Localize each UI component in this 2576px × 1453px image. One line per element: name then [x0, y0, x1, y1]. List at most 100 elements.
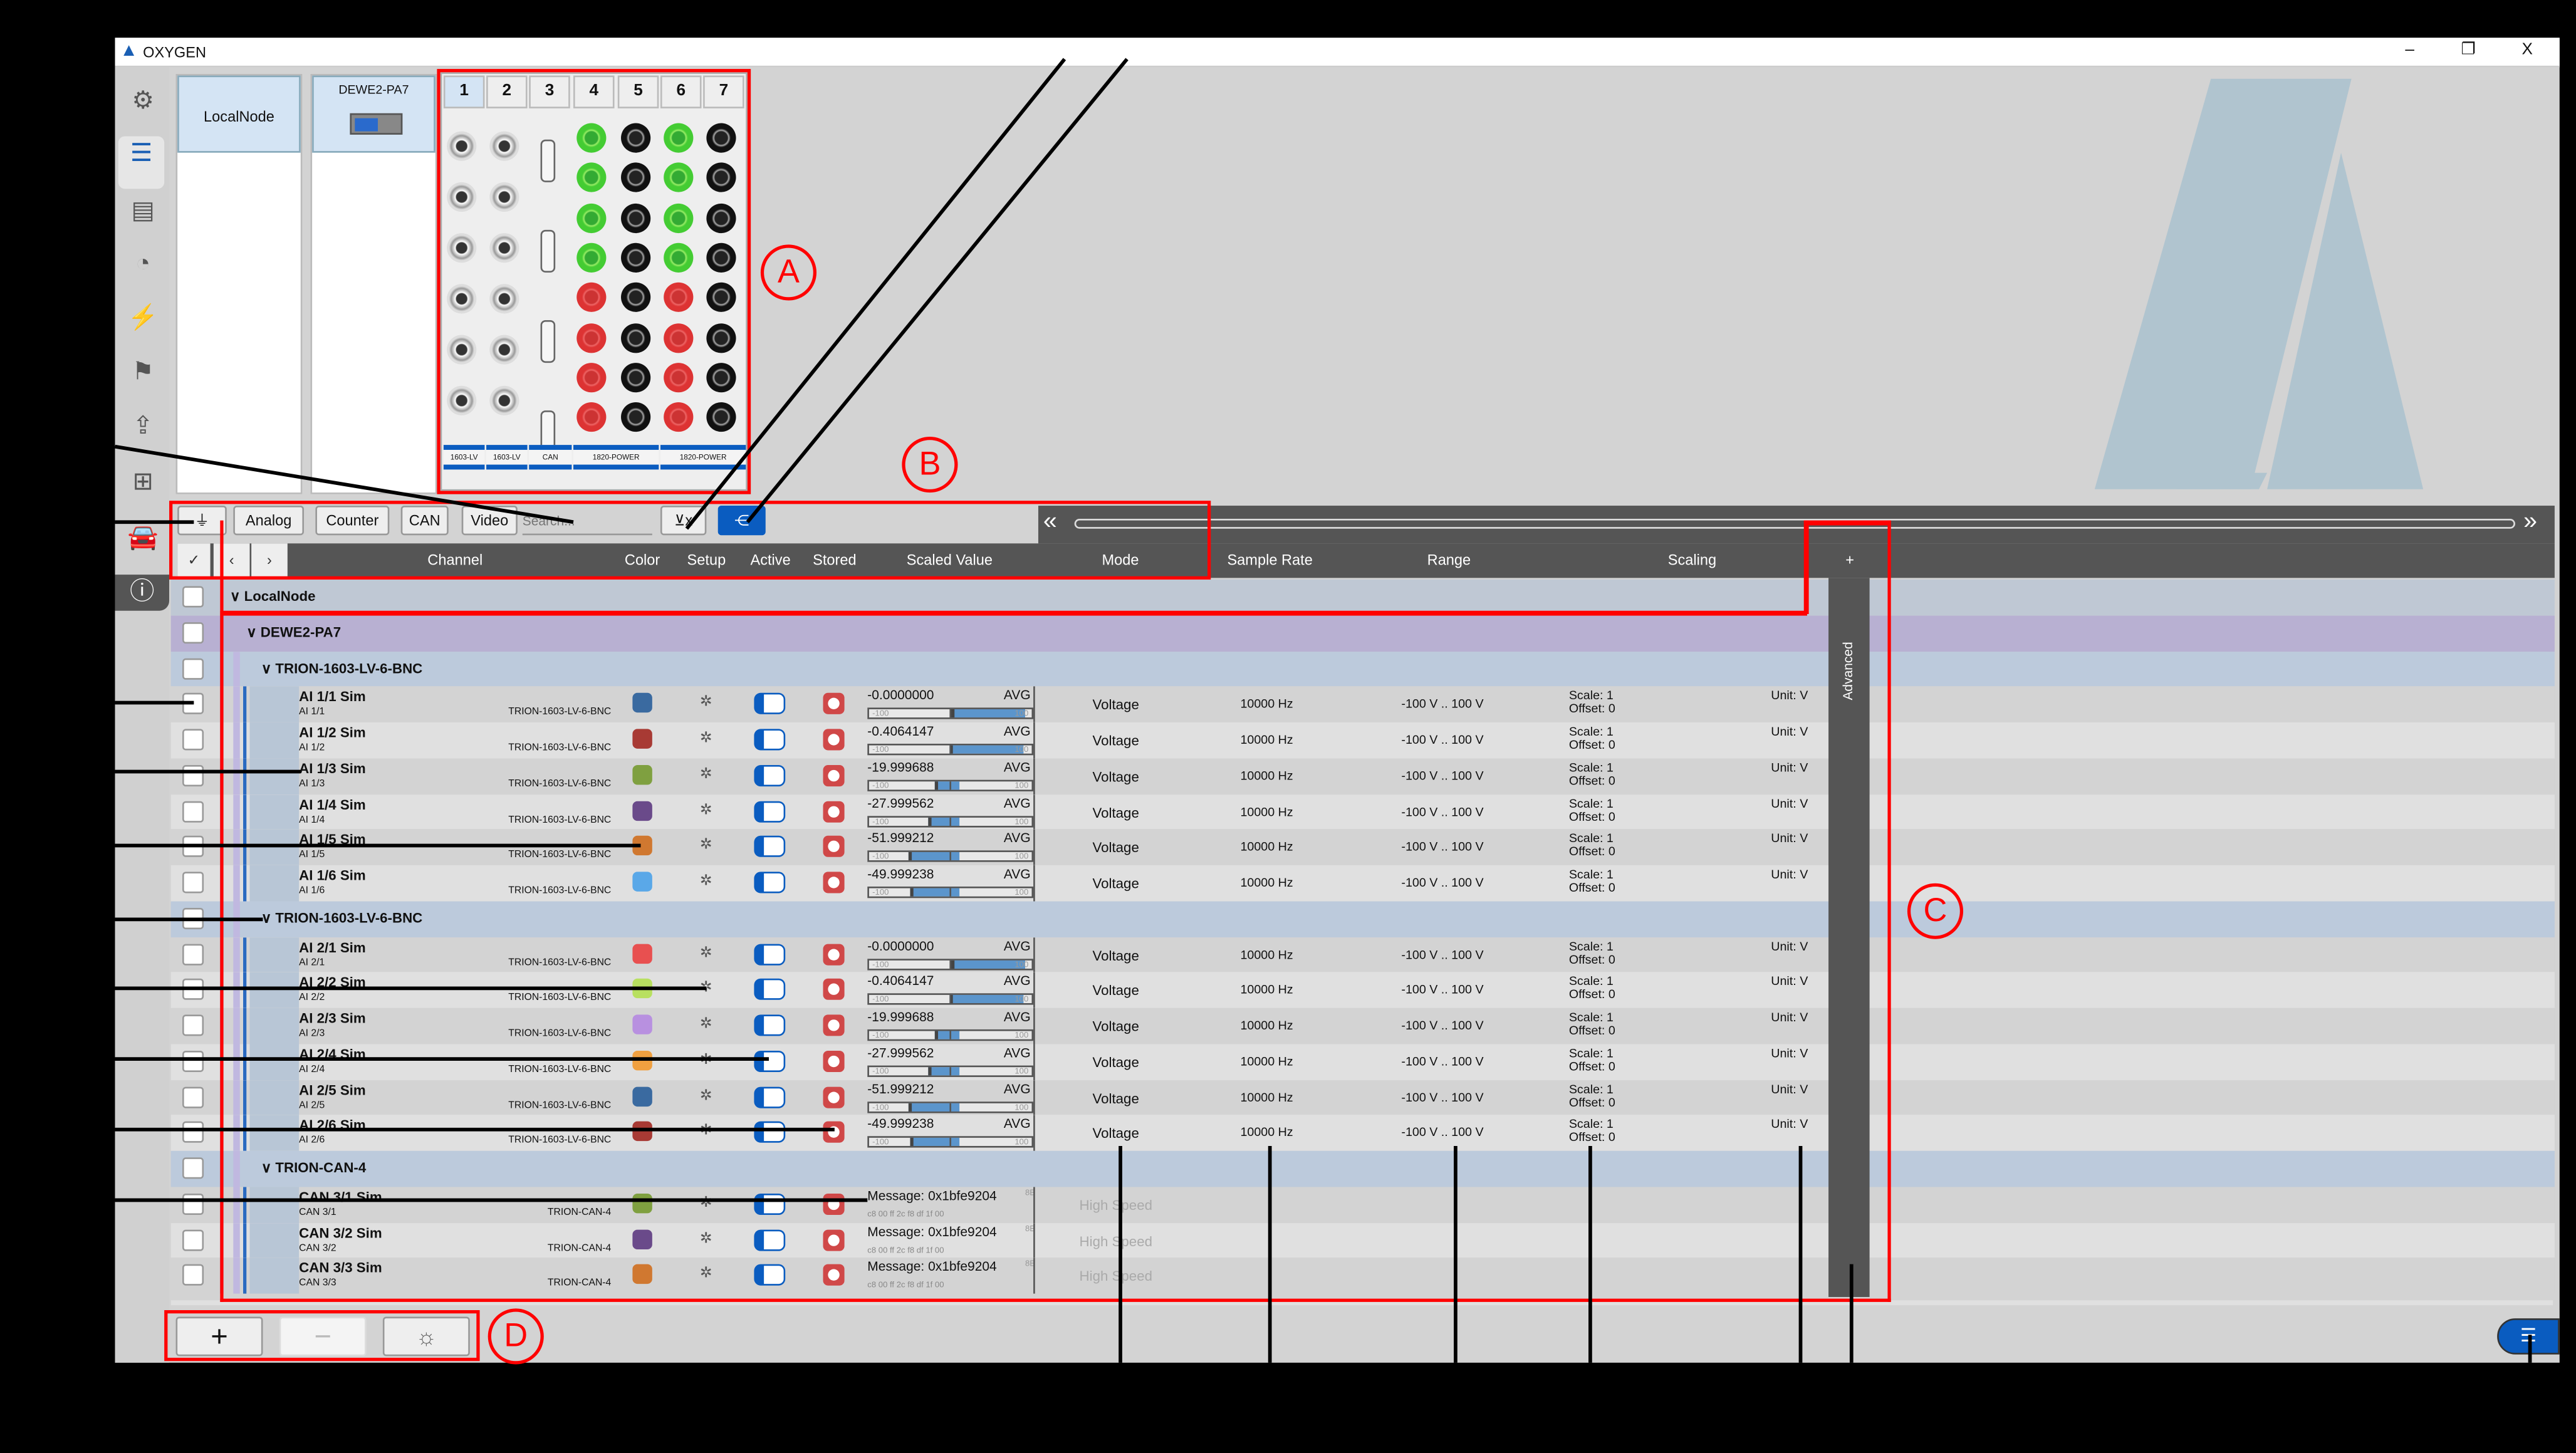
unit-value[interactable]: Unit: V [1771, 724, 1808, 739]
range-value[interactable]: -100 V .. 100 V [1401, 839, 1484, 855]
range-value[interactable]: -100 V .. 100 V [1401, 1089, 1484, 1105]
scale-value[interactable]: Scale: 1 [1568, 938, 1614, 954]
active-toggle[interactable] [754, 1050, 786, 1072]
stored-toggle[interactable] [823, 729, 845, 751]
unit-value[interactable]: Unit: V [1771, 759, 1808, 775]
channel-name[interactable]: AI 1/4 Sim [299, 795, 366, 812]
mode-value[interactable]: Voltage [1092, 839, 1139, 856]
can-mode[interactable]: High Speed [1079, 1196, 1152, 1213]
channel-name[interactable]: AI 2/3 Sim [299, 1009, 366, 1026]
sample-rate-value[interactable]: 10000 Hz [1240, 696, 1293, 712]
sample-rate-value[interactable]: 10000 Hz [1240, 946, 1293, 962]
sample-rate-value[interactable]: 10000 Hz [1240, 1018, 1293, 1033]
color-swatch[interactable] [632, 729, 652, 749]
mode-value[interactable]: Voltage [1092, 1018, 1139, 1034]
color-swatch[interactable] [632, 800, 652, 820]
stored-toggle[interactable] [823, 943, 845, 965]
color-swatch[interactable] [632, 872, 652, 892]
gear-icon[interactable]: ✲ [699, 800, 712, 817]
active-toggle[interactable] [754, 1014, 786, 1036]
tree-node-device[interactable]: ∨ DEWE2-PA7 [170, 615, 2555, 651]
sample-rate-value[interactable]: 10000 Hz [1240, 839, 1293, 855]
unit-value[interactable]: Unit: V [1771, 1009, 1808, 1025]
gear-icon[interactable]: ✲ [699, 693, 712, 710]
car-icon[interactable]: 🚘 [127, 523, 159, 552]
color-swatch[interactable] [632, 943, 652, 963]
offset-value[interactable]: Offset: 0 [1568, 1058, 1615, 1074]
filter-counter[interactable]: Counter [315, 506, 390, 536]
gear-icon[interactable]: ✲ [699, 1229, 712, 1246]
header-scaling[interactable]: Scaling [1667, 551, 1717, 568]
stored-toggle[interactable] [823, 1122, 845, 1143]
row-checkbox[interactable] [182, 1050, 204, 1072]
row-checkbox[interactable] [182, 943, 204, 965]
row-checkbox[interactable] [182, 1157, 204, 1179]
scale-value[interactable]: Scale: 1 [1568, 974, 1614, 989]
mode-value[interactable]: Voltage [1092, 875, 1139, 892]
active-toggle[interactable] [754, 943, 786, 965]
offset-value[interactable]: Offset: 0 [1568, 880, 1615, 895]
slot-5[interactable]: 5 [617, 75, 659, 108]
scale-value[interactable]: Scale: 1 [1568, 1009, 1614, 1025]
color-swatch[interactable] [632, 764, 652, 784]
report-icon[interactable]: ▤ [131, 197, 155, 225]
range-value[interactable]: -100 V .. 100 V [1401, 768, 1484, 783]
mode-value[interactable]: Voltage [1092, 946, 1139, 963]
unit-value[interactable]: Unit: V [1771, 867, 1808, 882]
tree-node-localnode[interactable]: ∨ LocalNode [170, 579, 2555, 615]
row-checkbox[interactable] [182, 800, 204, 822]
range-value[interactable]: -100 V .. 100 V [1401, 946, 1484, 962]
slot-6[interactable]: 6 [660, 75, 702, 108]
network-icon[interactable]: ⊞ [132, 467, 154, 496]
row-checkbox[interactable] [182, 657, 204, 679]
channel-name[interactable]: AI 1/6 Sim [299, 867, 366, 883]
row-checkbox[interactable] [182, 1014, 204, 1036]
filter-video[interactable]: Video [461, 506, 518, 536]
remove-channel-button[interactable]: − [279, 1316, 367, 1357]
stored-toggle[interactable] [823, 872, 845, 893]
offset-value[interactable]: Offset: 0 [1568, 951, 1615, 967]
header-sample-rate[interactable]: Sample Rate [1227, 551, 1313, 568]
minimize-button[interactable]: – [2405, 41, 2414, 60]
channel-row[interactable]: AI 2/3 Sim AI 2/3 TRION-1603-LV-6-BNC ✲ -19.… [170, 1008, 2555, 1044]
channel-row[interactable]: AI 2/1 Sim AI 2/1 TRION-1603-LV-6-BNC ✲ -0.0… [170, 936, 2555, 972]
channel-row[interactable]: AI 1/2 Sim AI 1/2 TRION-1603-LV-6-BNC ✲ -0.4… [170, 722, 2555, 758]
add-column-button[interactable]: + [1845, 551, 1855, 568]
stored-toggle[interactable] [823, 764, 845, 786]
scale-value[interactable]: Scale: 1 [1568, 724, 1614, 739]
unit-value[interactable]: Unit: V [1771, 1081, 1808, 1096]
scale-value[interactable]: Scale: 1 [1568, 759, 1614, 775]
range-value[interactable]: -100 V .. 100 V [1401, 803, 1484, 819]
column-scroll-bar[interactable]: « » [1038, 506, 2555, 544]
sample-rate-value[interactable]: 10000 Hz [1240, 732, 1293, 747]
scroll-left-icon[interactable]: « [1043, 507, 1057, 536]
scale-value[interactable]: Scale: 1 [1568, 795, 1614, 811]
mode-value[interactable]: Voltage [1092, 803, 1139, 820]
row-checkbox[interactable] [182, 1086, 204, 1108]
search-input[interactable] [522, 509, 652, 536]
range-value[interactable]: -100 V .. 100 V [1401, 732, 1484, 747]
sample-rate-value[interactable]: 10000 Hz [1240, 1053, 1293, 1069]
slot-1[interactable]: 1 [443, 75, 485, 108]
active-toggle[interactable] [754, 1122, 786, 1143]
header-scaled-value[interactable]: Scaled Value [906, 551, 993, 568]
sample-rate-value[interactable]: 10000 Hz [1240, 1125, 1293, 1140]
stored-toggle[interactable] [823, 836, 845, 858]
slot-2[interactable]: 2 [486, 75, 528, 108]
channel-row[interactable]: CAN 3/1 Sim CAN 3/1 TRION-CAN-4 ✲ Message: 0… [170, 1186, 2555, 1222]
gear-icon[interactable]: ✲ [699, 729, 712, 746]
sample-rate-value[interactable]: 10000 Hz [1240, 1089, 1293, 1105]
gear-icon[interactable]: ✲ [699, 764, 712, 781]
close-button[interactable]: X [2521, 41, 2533, 60]
channel-name[interactable]: AI 1/3 Sim [299, 759, 366, 776]
stored-toggle[interactable] [823, 693, 845, 715]
mode-value[interactable]: Voltage [1092, 982, 1139, 999]
chevron-down-icon[interactable]: ∨ [261, 1159, 276, 1176]
scale-value[interactable]: Scale: 1 [1568, 1117, 1614, 1132]
add-channel-button[interactable]: + [175, 1316, 263, 1357]
offset-value[interactable]: Offset: 0 [1568, 987, 1615, 1003]
stored-toggle[interactable] [823, 1050, 845, 1072]
filter-can[interactable]: CAN [400, 506, 449, 536]
color-swatch[interactable] [632, 1193, 652, 1213]
sample-rate-value[interactable]: 10000 Hz [1240, 875, 1293, 890]
